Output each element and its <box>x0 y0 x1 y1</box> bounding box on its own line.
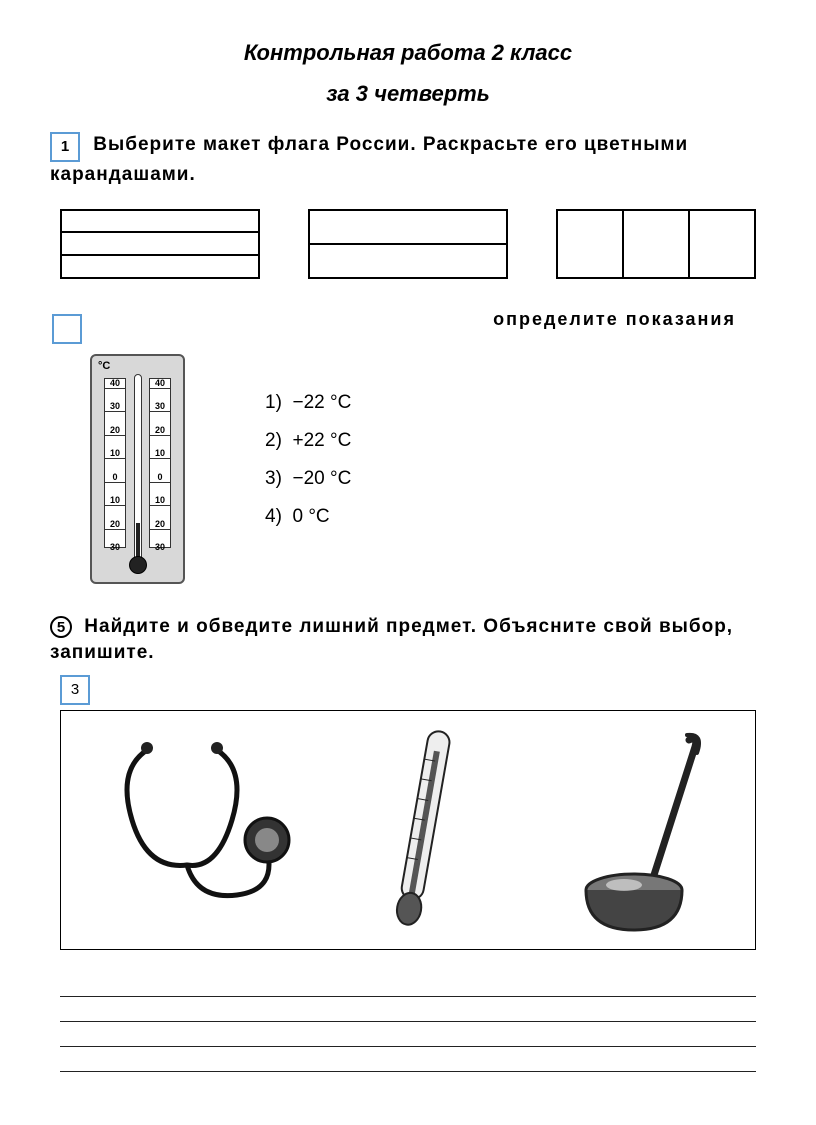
thermometer-illustration: °C 40 30 20 10 0 10 20 30 40 30 20 10 0 … <box>90 354 185 584</box>
option-3[interactable]: 3) −20 °C <box>265 460 351 498</box>
task-2: определите показания °C 40 30 20 10 0 10… <box>50 309 766 584</box>
thermometer-bulb <box>129 556 147 574</box>
task-3-number-box: 3 <box>60 675 90 705</box>
task-2-partial-text: определите показания <box>493 309 736 330</box>
task-2-options: 1) −22 °C 2) +22 °C 3) −20 °C 4) 0 °C <box>265 354 351 536</box>
answer-line[interactable] <box>60 1050 756 1072</box>
task-1-prompt: 1 Выберите макет флага России. Раскрасьт… <box>50 132 766 189</box>
task-3-prompt: 5 Найдите и обведите лишний предмет. Объ… <box>50 614 766 667</box>
option-1[interactable]: 1) −22 °C <box>265 384 351 422</box>
thermometer-scale-left: 40 30 20 10 0 10 20 30 <box>104 378 126 548</box>
answer-line[interactable] <box>60 1025 756 1047</box>
task-3-circled-number: 5 <box>50 616 72 638</box>
task-3-text: Найдите и обведите лишний предмет. Объяс… <box>50 616 733 664</box>
flag-option-3[interactable] <box>556 209 756 279</box>
task-3-number-box-wrap: 3 <box>60 675 766 705</box>
thermometer-tube <box>134 374 142 566</box>
thermometer-unit-label: °C <box>98 360 110 372</box>
task-3-image-frame <box>60 710 756 950</box>
option-4[interactable]: 4) 0 °C <box>265 498 351 536</box>
task-3-answer-lines[interactable] <box>60 975 756 1072</box>
flags-row <box>50 209 766 309</box>
option-2[interactable]: 2) +22 °C <box>265 422 351 460</box>
task-2-body: °C 40 30 20 10 0 10 20 30 40 30 20 10 0 … <box>90 354 766 584</box>
title-line-2: за 3 четверть <box>50 81 766 107</box>
task-2-number-box <box>52 314 82 344</box>
flag-option-2[interactable] <box>308 209 508 279</box>
item-stethoscope[interactable] <box>107 730 307 930</box>
task-3: 5 Найдите и обведите лишний предмет. Объ… <box>50 614 766 1072</box>
thermometer-scale-right: 40 30 20 10 0 10 20 30 <box>149 378 171 548</box>
answer-line[interactable] <box>60 975 756 997</box>
item-thermometer[interactable] <box>378 720 468 940</box>
task-1-number-box: 1 <box>50 132 80 162</box>
answer-line[interactable] <box>60 1000 756 1022</box>
flag-option-1[interactable] <box>60 209 260 279</box>
item-ladle[interactable] <box>539 725 709 935</box>
page-title-block: Контрольная работа 2 класс за 3 четверть <box>50 40 766 107</box>
task-1-text: Выберите макет флага России. Раскрасьте … <box>50 134 688 185</box>
task-1: 1 Выберите макет флага России. Раскрасьт… <box>50 132 766 309</box>
title-line-1: Контрольная работа 2 класс <box>50 40 766 66</box>
